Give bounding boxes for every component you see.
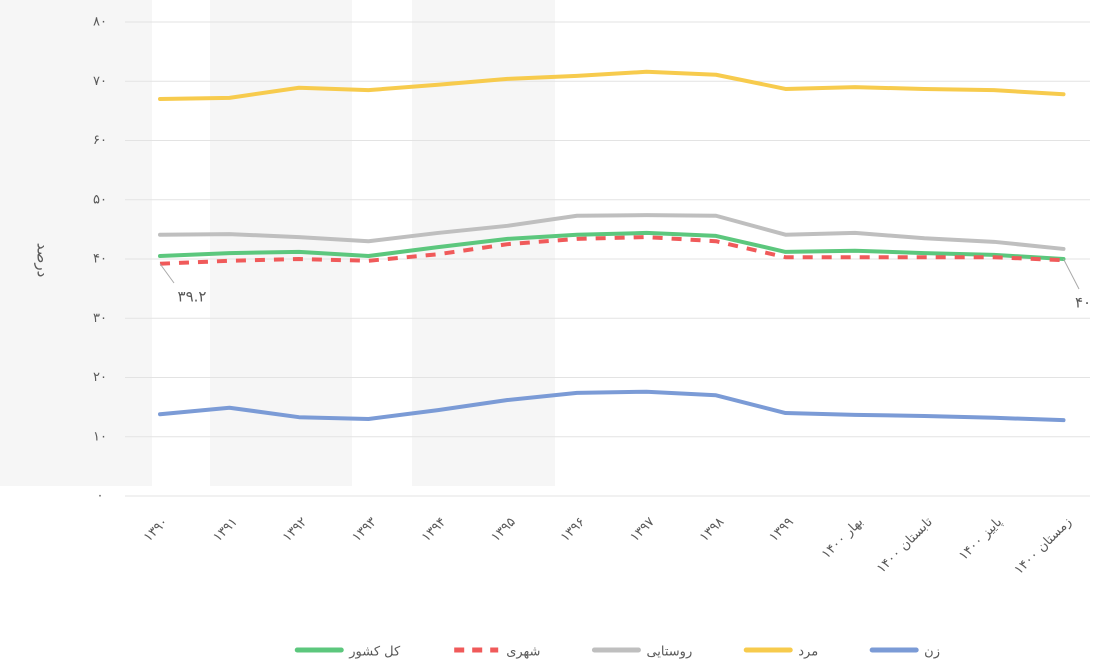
x-tick-label: ۱۳۹۴ xyxy=(419,515,449,545)
x-tick-label: بهار ۱۴۰۰ xyxy=(819,515,866,562)
annotation-leader xyxy=(159,263,175,284)
y-tick-label: ۳۰ xyxy=(93,311,107,326)
y-tick-label: ۲۰ xyxy=(93,370,107,385)
x-tick-label: ۱۳۹۶ xyxy=(558,515,588,545)
x-tick-label: پاییز ۱۴۰۰ xyxy=(956,514,1005,563)
annotation: ۳۹.۲ xyxy=(178,288,207,306)
x-tick-label: ۱۳۹۹ xyxy=(766,515,796,545)
x-tick-label: ۱۳۹۱ xyxy=(210,515,240,545)
x-tick-label: ۱۳۹۰ xyxy=(141,515,171,545)
legend-label: شهری xyxy=(506,645,540,660)
y-tick-label: ۱۰ xyxy=(93,429,107,444)
legend-label: زن xyxy=(924,645,940,660)
series-line xyxy=(158,389,1066,423)
series-line xyxy=(158,69,1066,102)
y-tick-label: ۴۰ xyxy=(93,252,107,267)
y-tick-label: ۶۰ xyxy=(93,133,107,148)
y-tick-label: ۵۰ xyxy=(93,192,107,207)
y-axis-label: درصد xyxy=(34,243,52,278)
y-tick-label: ۸۰ xyxy=(93,15,107,30)
series-line xyxy=(158,213,1066,251)
annotation-leader xyxy=(1063,258,1080,290)
annotation: ۴۰ xyxy=(1075,294,1091,312)
y-tick-label: ۷۰ xyxy=(93,74,107,89)
x-tick-label: ۱۳۹۸ xyxy=(697,515,727,545)
x-tick-label: زمستان ۱۴۰۰ xyxy=(1012,515,1075,578)
legend-label: روستایی xyxy=(646,645,692,660)
series-line xyxy=(158,230,1066,261)
background-band xyxy=(0,0,152,486)
x-tick-label: تابستان ۱۴۰۰ xyxy=(874,514,936,576)
x-tick-label: ۱۳۹۷ xyxy=(627,515,657,545)
legend-label: مرد xyxy=(798,645,818,660)
y-tick-label: ۰ xyxy=(97,489,104,504)
legend-label: کل کشور xyxy=(348,645,401,660)
x-tick-label: ۱۳۹۳ xyxy=(349,515,379,545)
x-tick-label: ۱۳۹۵ xyxy=(488,515,518,545)
x-tick-label: ۱۳۹۲ xyxy=(280,515,310,545)
